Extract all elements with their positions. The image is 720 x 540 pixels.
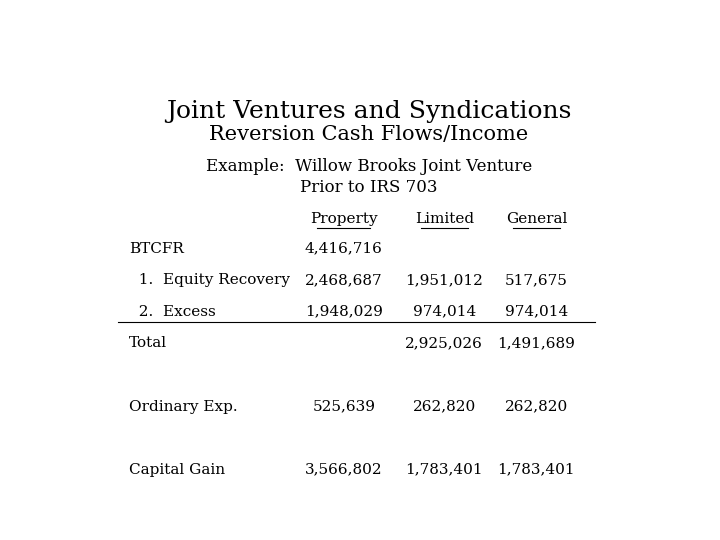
Text: Ordinary Exp.: Ordinary Exp. — [129, 400, 238, 414]
Text: 4,416,716: 4,416,716 — [305, 241, 383, 255]
Text: BTCFR: BTCFR — [129, 241, 184, 255]
Text: Property: Property — [310, 212, 378, 226]
Text: Total: Total — [129, 336, 167, 350]
Text: Capital Gain: Capital Gain — [129, 463, 225, 477]
Text: 1,951,012: 1,951,012 — [405, 273, 483, 287]
Text: Joint Ventures and Syndications: Joint Ventures and Syndications — [166, 100, 572, 123]
Text: 1,783,401: 1,783,401 — [498, 463, 575, 477]
Text: 3,566,802: 3,566,802 — [305, 463, 383, 477]
Text: 1,948,029: 1,948,029 — [305, 305, 383, 319]
Text: 2,468,687: 2,468,687 — [305, 273, 383, 287]
Text: 974,014: 974,014 — [505, 305, 568, 319]
Text: Example:  Willow Brooks Joint Venture: Example: Willow Brooks Joint Venture — [206, 158, 532, 176]
Text: 517,675: 517,675 — [505, 273, 568, 287]
Text: General: General — [505, 212, 567, 226]
Text: 2.  Excess: 2. Excess — [129, 305, 216, 319]
Text: Reversion Cash Flows/Income: Reversion Cash Flows/Income — [210, 125, 528, 144]
Text: 262,820: 262,820 — [505, 400, 568, 414]
Text: 1,491,689: 1,491,689 — [498, 336, 575, 350]
Text: 262,820: 262,820 — [413, 400, 476, 414]
Text: 974,014: 974,014 — [413, 305, 476, 319]
Text: Prior to IRS 703: Prior to IRS 703 — [300, 179, 438, 196]
Text: 1.  Equity Recovery: 1. Equity Recovery — [129, 273, 290, 287]
Text: Limited: Limited — [415, 212, 474, 226]
Text: 1,783,401: 1,783,401 — [405, 463, 483, 477]
Text: 525,639: 525,639 — [312, 400, 375, 414]
Text: 2,925,026: 2,925,026 — [405, 336, 483, 350]
